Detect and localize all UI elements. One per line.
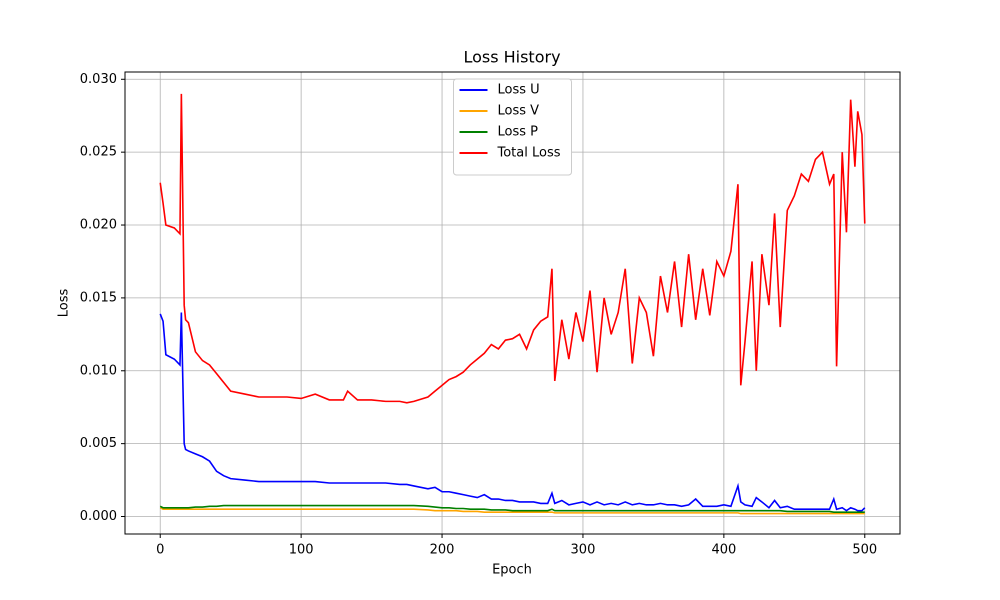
x-tick-label: 400 bbox=[711, 543, 736, 558]
x-tick-label: 500 bbox=[852, 543, 877, 558]
legend-label: Loss P bbox=[498, 125, 539, 140]
x-axis-label: Epoch bbox=[492, 563, 532, 578]
x-tick-label: 200 bbox=[430, 543, 455, 558]
y-tick-label: 0.005 bbox=[80, 436, 117, 451]
y-tick-label: 0.030 bbox=[80, 72, 117, 87]
x-tick-label: 0 bbox=[156, 543, 164, 558]
y-axis-label: Loss bbox=[57, 289, 72, 318]
line-series bbox=[159, 93, 866, 404]
chart-title: Loss History bbox=[463, 48, 560, 67]
line-series bbox=[159, 507, 865, 515]
x-tick-label: 100 bbox=[289, 543, 314, 558]
y-tick-label: 0.025 bbox=[80, 145, 117, 160]
legend-label: Total Loss bbox=[497, 146, 561, 161]
y-tick-label: 0.010 bbox=[80, 363, 117, 378]
y-tick-label: 0.020 bbox=[80, 218, 117, 233]
line-series bbox=[159, 312, 866, 512]
legend: Loss U Loss V Loss P Total Loss bbox=[453, 78, 572, 176]
legend-label: Loss U bbox=[498, 83, 540, 98]
y-tick-label: 0.000 bbox=[80, 509, 117, 524]
y-tick-label: 0.015 bbox=[80, 290, 117, 305]
line-series bbox=[159, 504, 865, 513]
legend-label: Loss V bbox=[498, 104, 540, 119]
plot-frame bbox=[124, 71, 901, 535]
x-tick-label: 300 bbox=[571, 543, 596, 558]
legend-box bbox=[453, 78, 572, 176]
